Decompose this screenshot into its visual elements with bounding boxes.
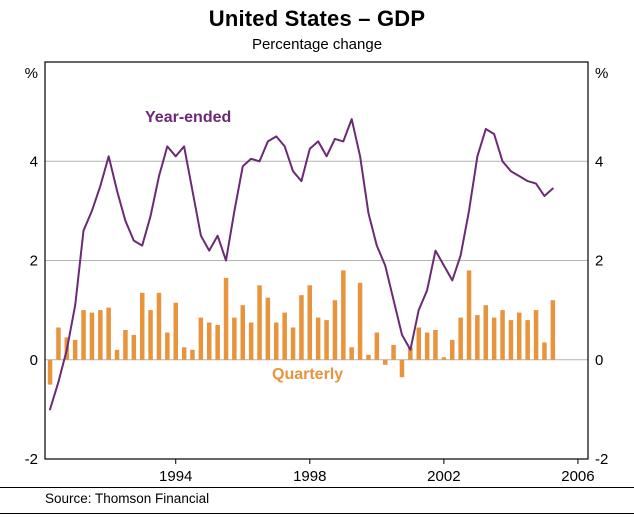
- quarterly-bar: [307, 285, 312, 360]
- chart-subtitle: Percentage change: [251, 36, 383, 53]
- y-axis-label-left: 2: [30, 253, 38, 270]
- quarterly-bar: [332, 300, 338, 360]
- quarterly-bar: [173, 302, 178, 360]
- year-ended-line: [49, 118, 554, 411]
- quarterly-bar: [223, 277, 229, 360]
- quarterly-bar: [257, 285, 262, 360]
- quarterly-bar: [483, 305, 488, 360]
- quarterly-bar: [232, 317, 237, 360]
- quarterly-bar: [466, 270, 472, 360]
- quarterly-bar: [156, 292, 162, 360]
- quarterly-bar: [391, 344, 396, 360]
- quarterly-bar: [517, 312, 522, 360]
- x-axis-label: 1994: [159, 468, 192, 485]
- quarterly-bar: [140, 292, 145, 360]
- quarterly-bar: [240, 305, 245, 360]
- quarterly-bar: [248, 322, 254, 360]
- quarterly-bar: [341, 270, 346, 360]
- quarterly-bar: [265, 297, 271, 360]
- quarterly-bar: [491, 317, 497, 360]
- quarterly-bar: [282, 312, 287, 360]
- quarterly-bar: [72, 339, 78, 360]
- footer-rule-bottom: [0, 513, 634, 514]
- quarterly-bar: [416, 327, 421, 360]
- quarterly-bar: [123, 330, 128, 360]
- x-axis-label: 2006: [561, 468, 594, 485]
- x-axis-label: 2002: [427, 468, 460, 485]
- y-axis-label-right: 2: [595, 253, 603, 270]
- quarterly-bar: [98, 310, 103, 360]
- quarterly-bar: [508, 320, 514, 360]
- plot-border: [44, 61, 589, 460]
- y-unit-right: %: [595, 65, 608, 82]
- footer-rule-top: [0, 487, 634, 488]
- y-axis-label-left: -2: [25, 451, 38, 468]
- quarterly-bar: [383, 359, 388, 365]
- quarterly-bar: [131, 334, 137, 360]
- quarterly-bar: [374, 332, 380, 360]
- quarterly-bar: [349, 347, 354, 360]
- quarterly-bar: [441, 357, 447, 360]
- quarterly-bar: [81, 310, 86, 360]
- quarterly-bar: [424, 332, 430, 360]
- y-axis-label-left: 0: [30, 352, 38, 369]
- quarterly-bar: [533, 310, 539, 360]
- quarterly-bar: [357, 282, 363, 360]
- quarterly-bar: [324, 320, 329, 360]
- quarterly-bar: [47, 359, 53, 385]
- quarterly-bar: [215, 325, 220, 360]
- quarterly-bar: [433, 330, 438, 360]
- quarterly-bar: [399, 359, 405, 378]
- y-axis-label-right: -2: [595, 451, 608, 468]
- quarterly-bar: [165, 332, 170, 360]
- quarterly-bar: [550, 300, 556, 360]
- quarterly-bar: [525, 320, 530, 360]
- quarterly-bar: [56, 327, 61, 360]
- y-axis-label-right: 4: [595, 153, 603, 170]
- quarterly-bar: [450, 339, 455, 360]
- y-unit-left: %: [25, 65, 38, 82]
- quarterly-bar: [274, 322, 279, 360]
- quarterly-bar: [106, 307, 111, 360]
- quarterly-bar: [475, 315, 480, 360]
- quarterly-bar: [181, 347, 187, 360]
- quarterly-bar: [408, 347, 413, 360]
- quarterly-bar: [458, 317, 463, 360]
- quarterly-bar: [366, 354, 371, 360]
- source-note: Source: Thomson Financial: [45, 491, 210, 506]
- y-axis-label-right: 0: [595, 352, 603, 369]
- quarterly-bar: [190, 349, 195, 360]
- y-axis-label-left: 4: [30, 153, 38, 170]
- quarterly-bar: [315, 317, 321, 360]
- quarterly-bar: [114, 349, 120, 360]
- quarterly-bar: [542, 342, 547, 360]
- x-axis-label: 1998: [293, 468, 326, 485]
- quarterly-bar: [299, 295, 304, 360]
- quarterly-bar: [89, 312, 95, 360]
- quarterly-bar: [290, 327, 296, 360]
- quarterly-bar: [198, 317, 204, 360]
- quarterly-bar: [500, 310, 505, 360]
- quarterly-bar: [148, 310, 153, 360]
- chart-title: United States – GDP: [208, 6, 426, 31]
- series-label-year-ended: Year-ended: [145, 109, 232, 126]
- series-label-quarterly: Quarterly: [272, 366, 344, 383]
- quarterly-bar: [207, 322, 212, 360]
